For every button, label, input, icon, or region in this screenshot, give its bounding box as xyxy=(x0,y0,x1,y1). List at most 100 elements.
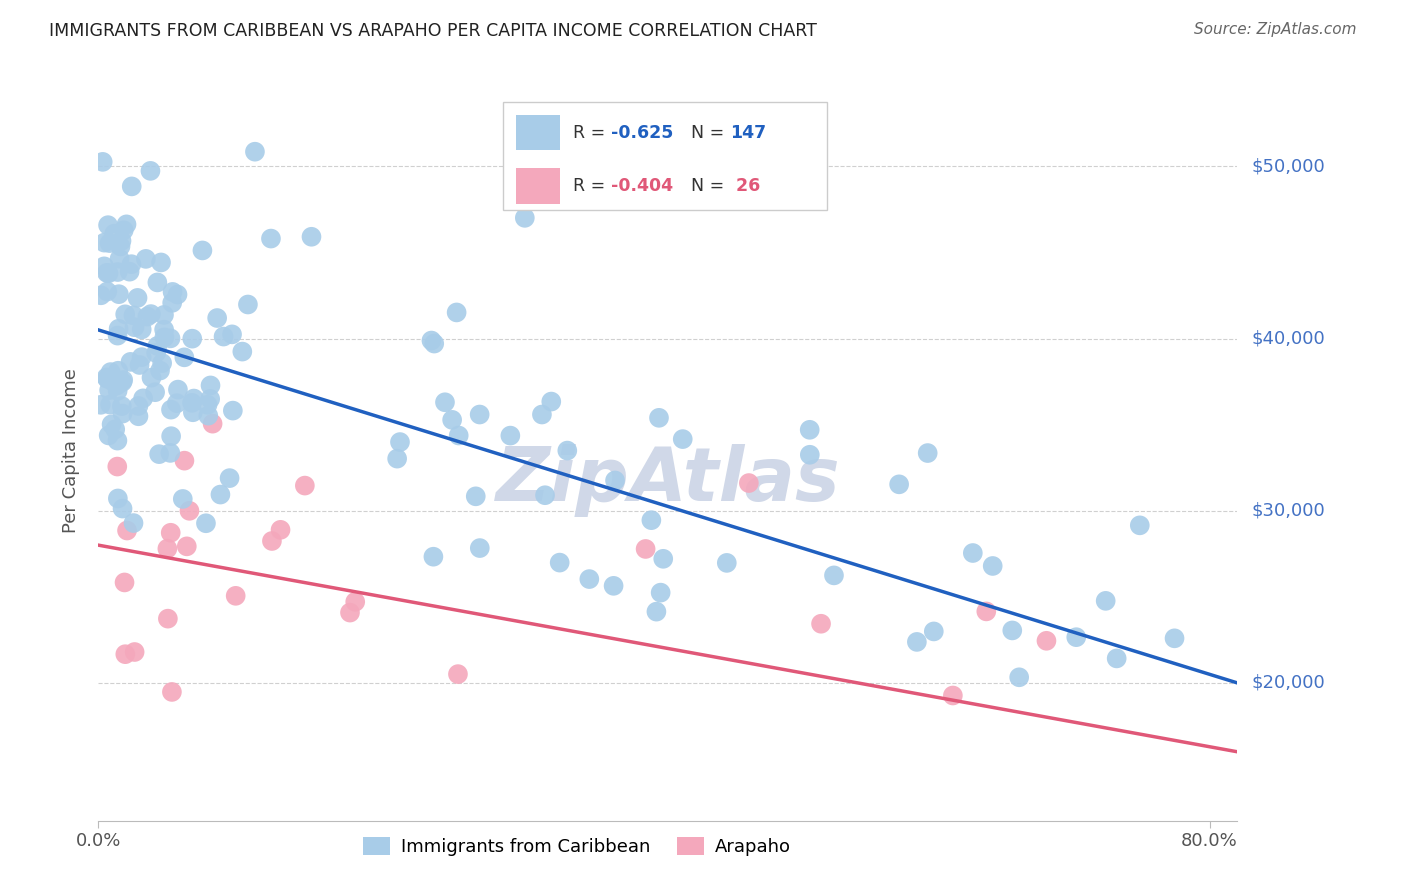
Immigrants from Caribbean xyxy=(131,322,153,336)
Immigrants from Caribbean xyxy=(159,446,181,460)
Immigrants from Caribbean xyxy=(197,409,219,423)
Immigrants from Caribbean xyxy=(107,434,129,448)
Arapaho xyxy=(114,575,136,590)
Immigrants from Caribbean xyxy=(91,154,114,169)
Immigrants from Caribbean xyxy=(652,551,675,566)
Immigrants from Caribbean xyxy=(530,408,553,422)
Immigrants from Caribbean xyxy=(446,305,468,319)
Immigrants from Caribbean xyxy=(121,179,143,194)
Immigrants from Caribbean xyxy=(98,236,121,251)
Arapaho xyxy=(447,667,470,681)
Arapaho xyxy=(225,589,247,603)
Immigrants from Caribbean xyxy=(103,375,125,389)
Immigrants from Caribbean xyxy=(198,392,221,406)
Immigrants from Caribbean xyxy=(104,422,127,436)
Immigrants from Caribbean xyxy=(905,635,928,649)
Immigrants from Caribbean xyxy=(160,296,183,310)
Immigrants from Caribbean xyxy=(513,211,536,225)
Immigrants from Caribbean xyxy=(107,384,129,398)
Immigrants from Caribbean xyxy=(1008,670,1031,684)
Immigrants from Caribbean xyxy=(143,385,166,400)
Immigrants from Caribbean xyxy=(107,328,129,343)
Immigrants from Caribbean xyxy=(197,398,219,412)
Immigrants from Caribbean xyxy=(222,403,245,417)
Immigrants from Caribbean xyxy=(96,285,118,299)
Immigrants from Caribbean xyxy=(107,322,129,336)
Arapaho xyxy=(156,541,179,556)
Text: IMMIGRANTS FROM CARIBBEAN VS ARAPAHO PER CAPITA INCOME CORRELATION CHART: IMMIGRANTS FROM CARIBBEAN VS ARAPAHO PER… xyxy=(49,22,817,40)
Immigrants from Caribbean xyxy=(236,297,259,311)
Immigrants from Caribbean xyxy=(148,447,170,461)
Text: 147: 147 xyxy=(731,124,766,142)
Immigrants from Caribbean xyxy=(139,164,162,178)
Immigrants from Caribbean xyxy=(422,549,444,564)
Arapaho xyxy=(173,453,195,467)
Arapaho xyxy=(159,525,181,540)
Immigrants from Caribbean xyxy=(260,231,283,245)
Immigrants from Caribbean xyxy=(112,223,135,237)
Arapaho xyxy=(114,647,136,661)
Immigrants from Caribbean xyxy=(194,516,217,531)
Immigrants from Caribbean xyxy=(146,339,169,353)
Arapaho xyxy=(1035,633,1057,648)
Immigrants from Caribbean xyxy=(181,332,204,346)
Immigrants from Caribbean xyxy=(166,287,188,301)
Immigrants from Caribbean xyxy=(433,395,456,409)
Immigrants from Caribbean xyxy=(120,355,142,369)
Immigrants from Caribbean xyxy=(962,546,984,560)
Immigrants from Caribbean xyxy=(191,244,214,258)
Immigrants from Caribbean xyxy=(122,516,145,530)
Immigrants from Caribbean xyxy=(981,558,1004,573)
Text: -0.625: -0.625 xyxy=(610,124,673,142)
Arapaho xyxy=(634,541,657,556)
Immigrants from Caribbean xyxy=(1105,651,1128,665)
Immigrants from Caribbean xyxy=(221,327,243,342)
Immigrants from Caribbean xyxy=(200,378,222,392)
Immigrants from Caribbean xyxy=(141,370,163,384)
Immigrants from Caribbean xyxy=(135,252,157,266)
Immigrants from Caribbean xyxy=(1094,594,1116,608)
Immigrants from Caribbean xyxy=(111,375,134,389)
Immigrants from Caribbean xyxy=(166,396,188,410)
Immigrants from Caribbean xyxy=(1001,624,1024,638)
Immigrants from Caribbean xyxy=(645,605,668,619)
Immigrants from Caribbean xyxy=(124,320,146,334)
Immigrants from Caribbean xyxy=(499,428,522,442)
Immigrants from Caribbean xyxy=(100,417,122,432)
Immigrants from Caribbean xyxy=(127,409,149,424)
Immigrants from Caribbean xyxy=(111,501,134,516)
Arapaho xyxy=(105,459,128,474)
Immigrants from Caribbean xyxy=(93,260,115,274)
Immigrants from Caribbean xyxy=(640,513,662,527)
Text: $50,000: $50,000 xyxy=(1251,157,1324,176)
Immigrants from Caribbean xyxy=(132,392,155,406)
Immigrants from Caribbean xyxy=(90,288,112,302)
Immigrants from Caribbean xyxy=(111,407,134,421)
Immigrants from Caribbean xyxy=(160,402,183,417)
Immigrants from Caribbean xyxy=(107,265,129,279)
Arapaho xyxy=(179,504,201,518)
Immigrants from Caribbean xyxy=(212,329,235,343)
Immigrants from Caribbean xyxy=(388,435,411,450)
Immigrants from Caribbean xyxy=(650,585,672,599)
Immigrants from Caribbean xyxy=(162,285,184,299)
Text: Source: ZipAtlas.com: Source: ZipAtlas.com xyxy=(1194,22,1357,37)
Immigrants from Caribbean xyxy=(540,394,562,409)
Immigrants from Caribbean xyxy=(172,491,194,506)
FancyBboxPatch shape xyxy=(516,115,560,151)
Immigrants from Caribbean xyxy=(917,446,939,460)
Immigrants from Caribbean xyxy=(1163,632,1185,646)
Immigrants from Caribbean xyxy=(420,334,443,348)
Arapaho xyxy=(124,645,146,659)
Immigrants from Caribbean xyxy=(160,429,183,443)
Immigrants from Caribbean xyxy=(150,255,173,269)
Immigrants from Caribbean xyxy=(97,218,120,232)
Immigrants from Caribbean xyxy=(183,392,205,406)
Immigrants from Caribbean xyxy=(111,399,134,413)
Immigrants from Caribbean xyxy=(108,287,131,301)
Arapaho xyxy=(260,533,283,548)
Immigrants from Caribbean xyxy=(145,346,167,360)
Text: 26: 26 xyxy=(731,178,761,195)
Immigrants from Caribbean xyxy=(218,471,240,485)
Immigrants from Caribbean xyxy=(231,344,253,359)
